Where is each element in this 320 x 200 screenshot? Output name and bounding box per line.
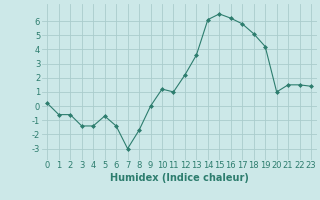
X-axis label: Humidex (Indice chaleur): Humidex (Indice chaleur) — [110, 173, 249, 183]
